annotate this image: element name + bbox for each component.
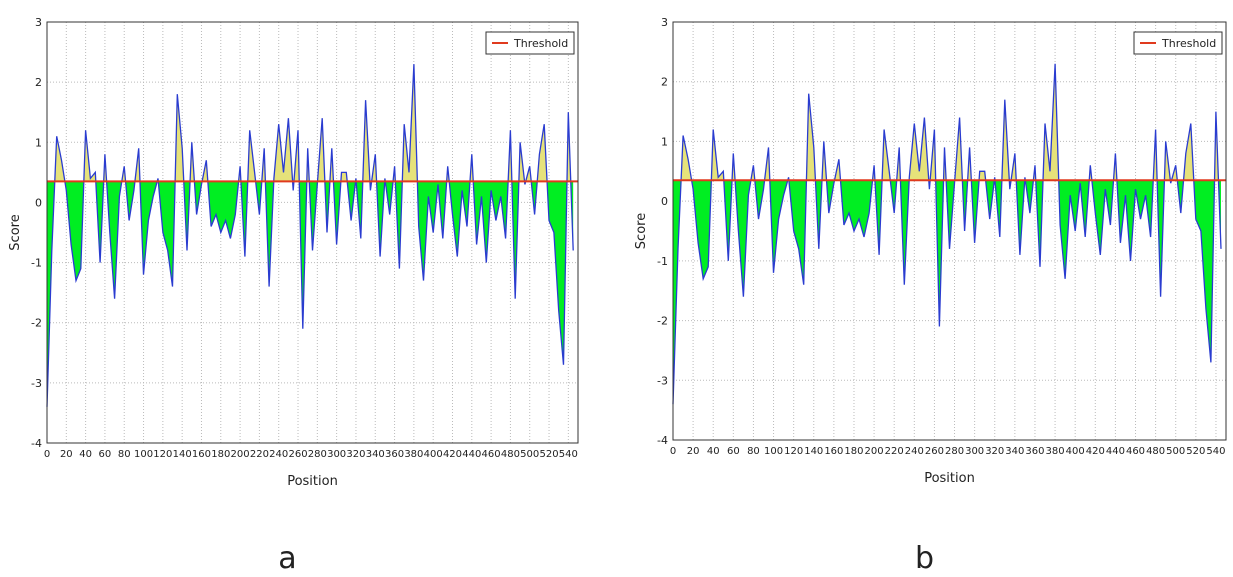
x-tick-label: 340 — [1005, 446, 1024, 457]
x-tick-label: 520 — [1186, 446, 1205, 457]
x-tick-label: 200 — [231, 449, 250, 460]
y-tick-label: 2 — [35, 76, 42, 89]
x-tick-label: 220 — [250, 449, 269, 460]
x-tick-label: 200 — [865, 446, 884, 457]
x-tick-label: 420 — [443, 449, 462, 460]
x-tick-label: 0 — [670, 446, 676, 457]
y-tick-label: -3 — [657, 374, 668, 387]
x-tick-label: 80 — [118, 449, 131, 460]
y-tick-label: 3 — [35, 16, 42, 29]
area-below — [673, 180, 1221, 405]
y-tick-label: 0 — [661, 195, 668, 208]
x-tick-label: 260 — [925, 446, 944, 457]
x-tick-label: 320 — [985, 446, 1004, 457]
x-tick-label: 360 — [385, 449, 404, 460]
x-tick-label: 100 — [764, 446, 783, 457]
caption: b — [915, 541, 934, 573]
x-axis-label: Position — [924, 471, 975, 486]
x-tick-label: 500 — [520, 449, 539, 460]
y-tick-label: -1 — [657, 255, 668, 268]
y-tick-label: 3 — [661, 16, 668, 29]
x-tick-label: 400 — [1066, 446, 1085, 457]
legend-box — [1133, 31, 1223, 55]
x-tick-label: 380 — [404, 449, 423, 460]
x-tick-label: 340 — [366, 449, 385, 460]
x-tick-label: 80 — [747, 446, 760, 457]
legend-box — [485, 31, 575, 55]
x-tick-label: 40 — [79, 449, 92, 460]
x-tick-label: 480 — [1146, 446, 1165, 457]
x-tick-label: 300 — [965, 446, 984, 457]
y-tick-label: 1 — [35, 136, 42, 149]
x-tick-label: 320 — [346, 449, 365, 460]
legend-label: Threshold — [1161, 37, 1216, 50]
plot-frame — [672, 21, 1227, 441]
x-tick-label: 440 — [1106, 446, 1125, 457]
y-tick-label: 1 — [661, 135, 668, 148]
x-tick-label: 180 — [844, 446, 863, 457]
x-tick-label: 140 — [804, 446, 823, 457]
y-tick-label: -2 — [657, 315, 668, 328]
x-tick-label: 240 — [269, 449, 288, 460]
x-axis-label: Position — [287, 474, 338, 489]
x-tick-label: 260 — [288, 449, 307, 460]
y-axis-label: Score — [8, 214, 23, 250]
y-tick-label: 0 — [35, 196, 42, 209]
score-line — [672, 63, 1222, 405]
legend-label: Threshold — [513, 37, 568, 50]
x-tick-label: 500 — [1166, 446, 1185, 457]
x-tick-label: 20 — [60, 449, 73, 460]
y-tick-label: -4 — [657, 434, 668, 447]
y-tick-label: -4 — [31, 437, 42, 450]
x-tick-label: 360 — [1025, 446, 1044, 457]
x-tick-label: 440 — [462, 449, 481, 460]
x-tick-label: 300 — [327, 449, 346, 460]
x-tick-label: 220 — [885, 446, 904, 457]
caption: a — [278, 541, 296, 573]
x-tick-label: 420 — [1086, 446, 1105, 457]
y-tick-label: -3 — [31, 377, 42, 390]
y-tick-label: -1 — [31, 257, 42, 270]
x-tick-label: 460 — [1126, 446, 1145, 457]
score-line — [46, 64, 574, 407]
x-tick-label: 140 — [173, 449, 192, 460]
x-tick-label: 280 — [308, 449, 327, 460]
x-tick-label: 120 — [784, 446, 803, 457]
x-tick-label: 180 — [211, 449, 230, 460]
x-tick-label: 120 — [153, 449, 172, 460]
x-tick-label: 240 — [905, 446, 924, 457]
x-tick-label: 400 — [424, 449, 443, 460]
x-tick-label: 520 — [539, 449, 558, 460]
y-axis-label: Score — [634, 213, 649, 249]
x-tick-label: 460 — [482, 449, 501, 460]
x-tick-label: 160 — [192, 449, 211, 460]
x-tick-label: 0 — [44, 449, 50, 460]
plot-frame — [46, 21, 579, 444]
x-tick-label: 100 — [134, 449, 153, 460]
x-tick-label: 40 — [707, 446, 720, 457]
x-tick-label: 160 — [824, 446, 843, 457]
y-tick-label: -2 — [31, 317, 42, 330]
x-tick-label: 540 — [1206, 446, 1225, 457]
x-tick-label: 20 — [687, 446, 700, 457]
x-tick-label: 380 — [1046, 446, 1065, 457]
x-tick-label: 480 — [501, 449, 520, 460]
area-below — [47, 181, 574, 407]
x-tick-label: 540 — [559, 449, 578, 460]
x-tick-label: 60 — [99, 449, 112, 460]
y-tick-label: 2 — [661, 76, 668, 89]
x-tick-label: 60 — [727, 446, 740, 457]
x-tick-label: 280 — [945, 446, 964, 457]
